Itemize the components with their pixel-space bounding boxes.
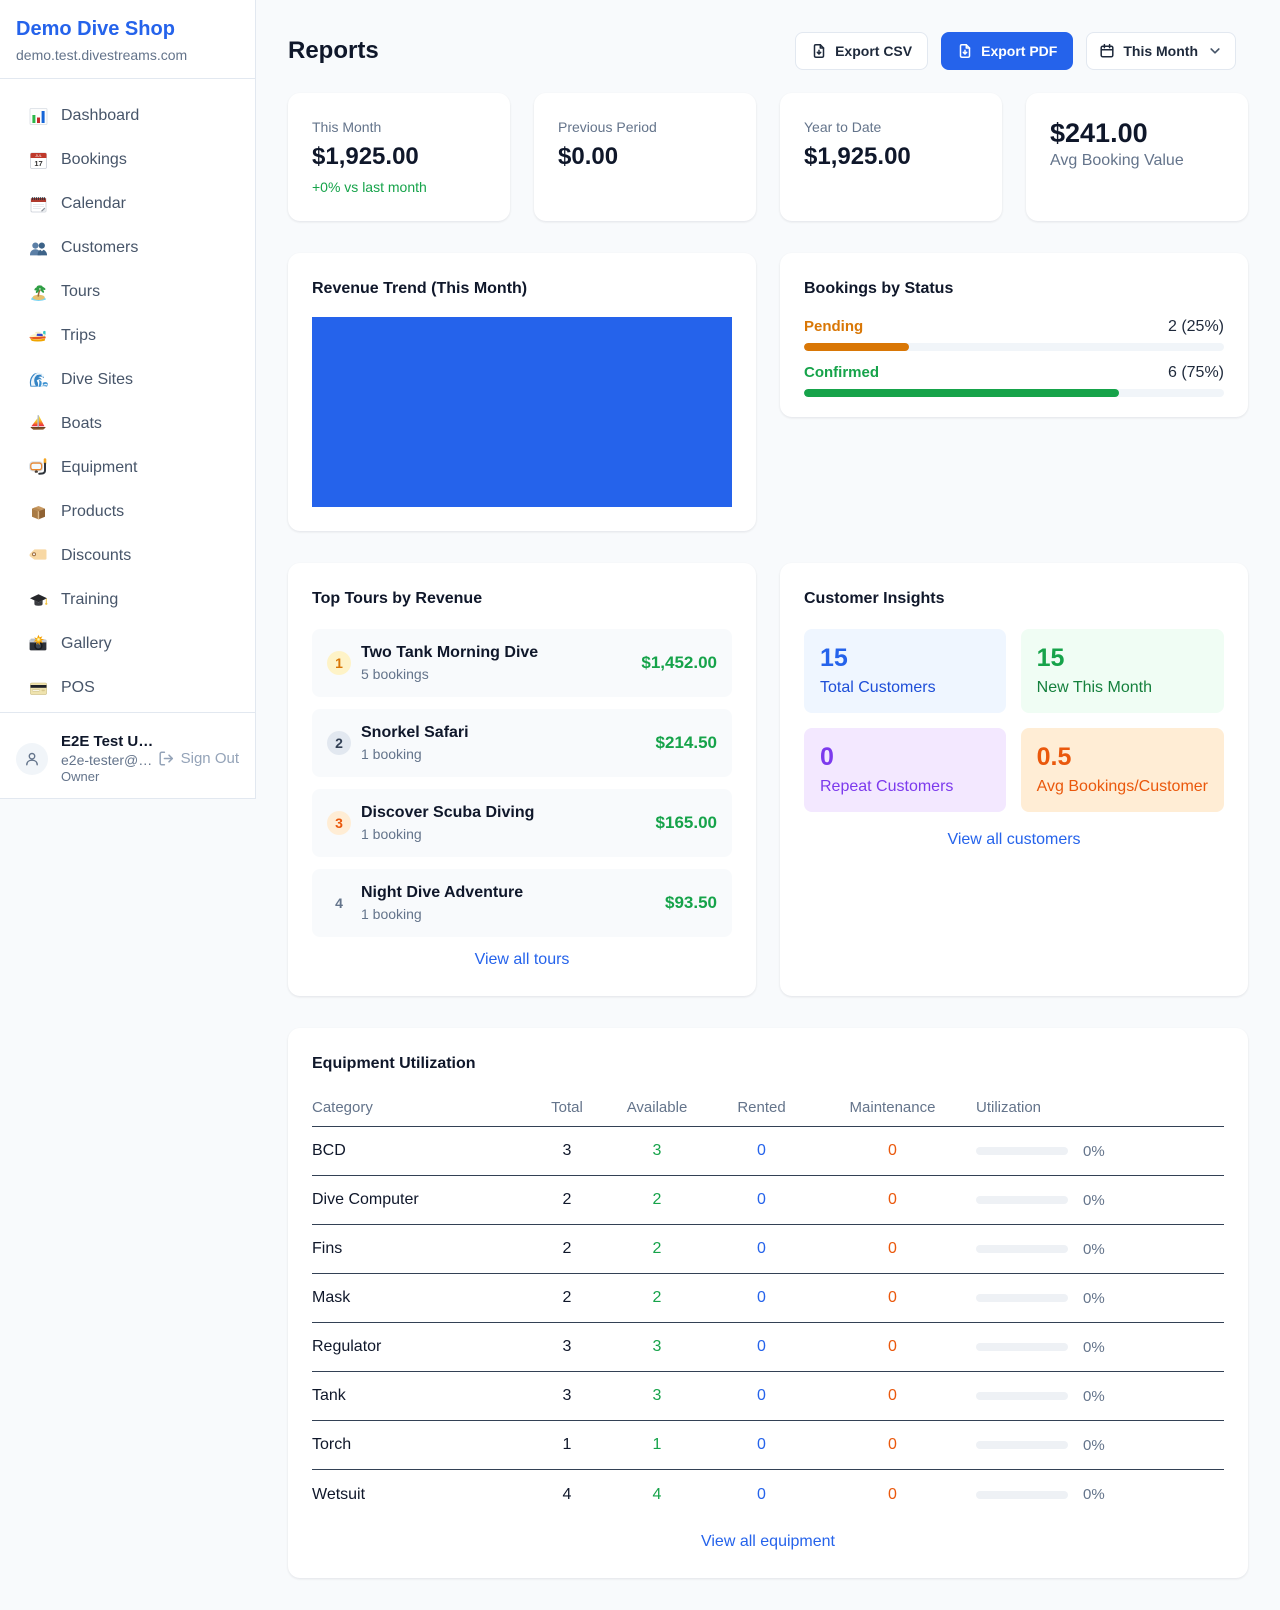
svg-text:JUL: JUL: [35, 153, 41, 157]
svg-text:17: 17: [34, 158, 42, 167]
